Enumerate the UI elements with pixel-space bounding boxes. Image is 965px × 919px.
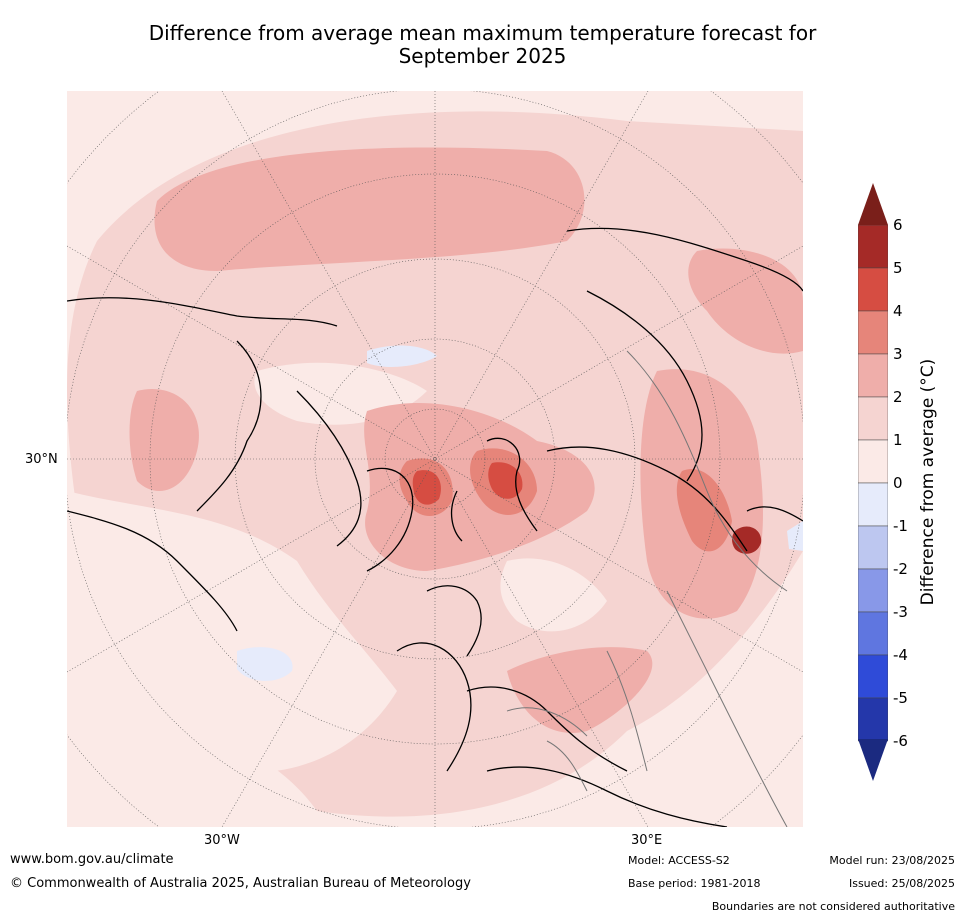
colorbar-tick-label: -3 (893, 603, 908, 621)
colorbar-cell (857, 611, 889, 656)
colorbar-cell (857, 310, 889, 355)
colorbar-over-arrow (858, 183, 888, 225)
model-text: Model: ACCESS-S2 (628, 854, 730, 867)
model-run-text: Model run: 23/08/2025 (829, 854, 955, 867)
title-line-1: Difference from average mean maximum tem… (148, 21, 817, 45)
colorbar-cell (857, 267, 889, 312)
disclaimer-text: Boundaries are not considered authoritat… (711, 900, 955, 913)
lon-label-30e: 30°E (631, 833, 663, 848)
region-4to5-b (488, 462, 523, 499)
region-cool-3 (787, 521, 803, 551)
colorbar-tick-label: 2 (893, 388, 903, 406)
colorbar-tick-label: 0 (893, 474, 903, 492)
region-4to5-a (412, 470, 441, 505)
colorbar-tick-label: 3 (893, 345, 903, 363)
colorbar-cell (857, 568, 889, 613)
graticule (67, 91, 803, 827)
colorbar-cell (857, 439, 889, 484)
colorbar-cell (857, 224, 889, 269)
forecast-map[interactable] (67, 91, 803, 827)
lat-label-30n: 30°N (25, 452, 58, 467)
region-0to1-c (500, 558, 607, 632)
colorbar-cell (857, 482, 889, 527)
title-line-2: September 2025 (398, 44, 567, 68)
chart-title: Difference from average mean maximum tem… (0, 22, 965, 68)
issued-text: Issued: 25/08/2025 (848, 877, 955, 890)
map-layers (67, 91, 803, 827)
colorbar-cell (857, 353, 889, 398)
base-period-text: Base period: 1981-2018 (628, 877, 761, 890)
region-cool-2 (237, 647, 293, 681)
colorbar-cell (857, 654, 889, 699)
colorbar-cell (857, 396, 889, 441)
lon-label-30w: 30°W (204, 833, 240, 848)
region-2to3-canada (129, 389, 199, 491)
region-2to3-europe (507, 647, 653, 733)
colorbar-tick-label: 1 (893, 431, 903, 449)
colorbar-tick-label: -6 (893, 732, 908, 750)
colorbar-under-arrow (858, 739, 888, 781)
region-cool-1 (367, 345, 437, 367)
copyright-text: © Commonwealth of Australia 2025, Austra… (10, 876, 471, 891)
colorbar (857, 183, 889, 781)
colorbar-tick-label: -5 (893, 689, 908, 707)
region-2to3-pacific (154, 147, 585, 271)
colorbar-tick-label: 4 (893, 302, 903, 320)
colorbar-tick-label: -4 (893, 646, 908, 664)
colorbar-tick-label: -2 (893, 560, 908, 578)
region-2to3-east (688, 248, 803, 354)
country-borders (506, 350, 788, 827)
region-0to1-b (67, 491, 397, 773)
colorbar-cell (857, 525, 889, 570)
colorbar-graphic (857, 183, 889, 781)
anomaly-fields (67, 111, 803, 817)
colorbar-cell (857, 697, 889, 742)
coastlines (67, 227, 803, 827)
colorbar-tick-label: 5 (893, 259, 903, 277)
website-link[interactable]: www.bom.gov.au/climate (10, 852, 174, 867)
colorbar-label: Difference from average (°C) (918, 358, 938, 606)
colorbar-tick-label: 6 (893, 216, 903, 234)
colorbar-tick-label: -1 (893, 517, 908, 535)
